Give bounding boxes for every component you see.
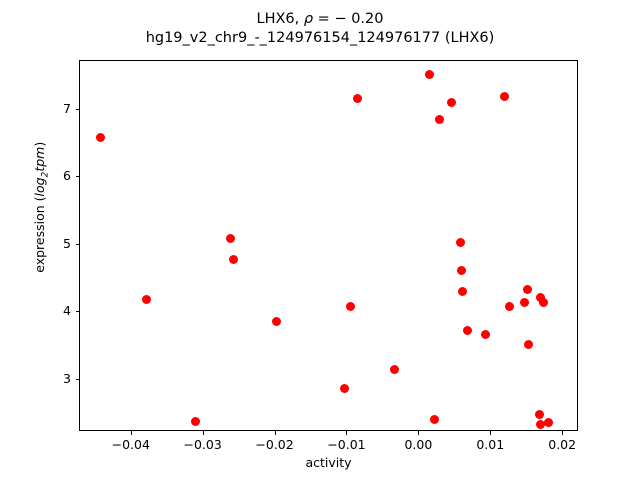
scatter-point xyxy=(463,325,473,335)
y-tick-mark xyxy=(75,378,79,380)
scatter-point xyxy=(228,254,238,264)
scatter-point xyxy=(142,294,152,304)
scatter-point xyxy=(455,238,465,248)
y-tick-label: 7 xyxy=(63,100,71,116)
scatter-point xyxy=(190,417,200,427)
scatter-point xyxy=(446,97,456,107)
x-tick-mark xyxy=(274,431,276,435)
x-axis-label: activity xyxy=(305,455,352,470)
chart-title-block: LHX6, ρ = − 0.20 hg19_v2_chr9_-_12497615… xyxy=(0,10,640,48)
x-tick-label: 0.01 xyxy=(476,437,505,452)
rho-symbol: ρ xyxy=(303,11,314,27)
x-tick-label: 0.00 xyxy=(404,437,433,452)
chart-title-line-1: LHX6, ρ = − 0.20 xyxy=(256,11,384,27)
scatter-point xyxy=(429,415,439,424)
x-tick-mark xyxy=(418,431,420,435)
y-tick-mark xyxy=(75,243,79,245)
x-tick-mark xyxy=(130,431,132,435)
x-tick-label: −0.04 xyxy=(111,437,150,452)
scatter-point xyxy=(458,286,468,296)
x-tick-mark xyxy=(490,431,492,435)
y-tick-mark xyxy=(75,108,79,110)
scatter-point xyxy=(226,234,236,244)
y-tick-label: 6 xyxy=(63,168,71,184)
scatter-point xyxy=(500,92,510,102)
scatter-point xyxy=(534,410,544,420)
x-tick-label: −0.02 xyxy=(255,437,294,452)
plot-area-frame xyxy=(79,60,578,431)
scatter-point xyxy=(424,70,434,79)
y-tick-mark xyxy=(75,311,79,313)
scatter-points-layer xyxy=(80,61,577,430)
scatter-point xyxy=(504,302,514,312)
y-tick-mark xyxy=(75,176,79,178)
scatter-point xyxy=(544,418,554,428)
scatter-point xyxy=(457,266,467,276)
scatter-point xyxy=(519,297,529,307)
scatter-point xyxy=(435,114,444,124)
x-tick-mark xyxy=(202,431,204,435)
y-tick-label: 3 xyxy=(63,370,71,386)
scatter-point xyxy=(535,419,545,429)
x-tick-label: −0.03 xyxy=(183,437,222,452)
scatter-point xyxy=(345,302,355,312)
x-tick-label: 0.02 xyxy=(548,437,577,452)
y-tick-label: 5 xyxy=(63,235,71,251)
scatter-point xyxy=(353,94,363,104)
scatter-point xyxy=(340,383,350,393)
x-tick-label: −0.01 xyxy=(327,437,366,452)
x-tick-mark xyxy=(562,431,564,435)
scatter-point xyxy=(538,298,548,308)
scatter-point xyxy=(389,365,399,375)
scatter-point xyxy=(96,133,106,143)
x-tick-mark xyxy=(346,431,348,435)
log2tpm-unit: log2tpm xyxy=(31,146,51,197)
chart-title-line-2: hg19_v2_chr9_-_124976154_124976177 (LHX6… xyxy=(145,30,495,46)
scatter-point xyxy=(535,292,545,302)
scatter-point xyxy=(524,340,534,350)
y-tick-label: 4 xyxy=(63,303,71,319)
scatter-point xyxy=(481,329,491,339)
scatter-point xyxy=(523,285,533,295)
y-axis-label: expression (log2tpm) xyxy=(31,141,51,273)
scatter-point xyxy=(271,317,281,327)
